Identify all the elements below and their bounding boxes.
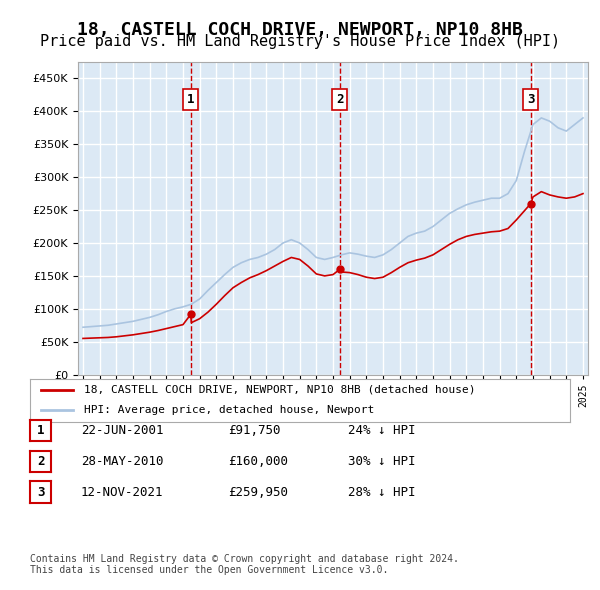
Text: Contains HM Land Registry data © Crown copyright and database right 2024.
This d: Contains HM Land Registry data © Crown c… [30,553,459,575]
Text: 18, CASTELL COCH DRIVE, NEWPORT, NP10 8HB: 18, CASTELL COCH DRIVE, NEWPORT, NP10 8H… [77,21,523,39]
Text: 28% ↓ HPI: 28% ↓ HPI [348,486,415,499]
Text: £160,000: £160,000 [228,455,288,468]
Text: HPI: Average price, detached house, Newport: HPI: Average price, detached house, Newp… [84,405,374,415]
Text: 2: 2 [336,93,344,106]
Text: 3: 3 [527,93,535,106]
Text: 1: 1 [187,93,194,106]
Text: 2: 2 [37,455,44,468]
Text: 24% ↓ HPI: 24% ↓ HPI [348,424,415,437]
Text: 30% ↓ HPI: 30% ↓ HPI [348,455,415,468]
Text: 3: 3 [37,486,44,499]
Text: £91,750: £91,750 [228,424,281,437]
Text: 28-MAY-2010: 28-MAY-2010 [81,455,163,468]
Text: 18, CASTELL COCH DRIVE, NEWPORT, NP10 8HB (detached house): 18, CASTELL COCH DRIVE, NEWPORT, NP10 8H… [84,385,476,395]
Text: £259,950: £259,950 [228,486,288,499]
Text: 1: 1 [37,424,44,437]
Text: Price paid vs. HM Land Registry's House Price Index (HPI): Price paid vs. HM Land Registry's House … [40,34,560,49]
Text: 12-NOV-2021: 12-NOV-2021 [81,486,163,499]
Text: 22-JUN-2001: 22-JUN-2001 [81,424,163,437]
